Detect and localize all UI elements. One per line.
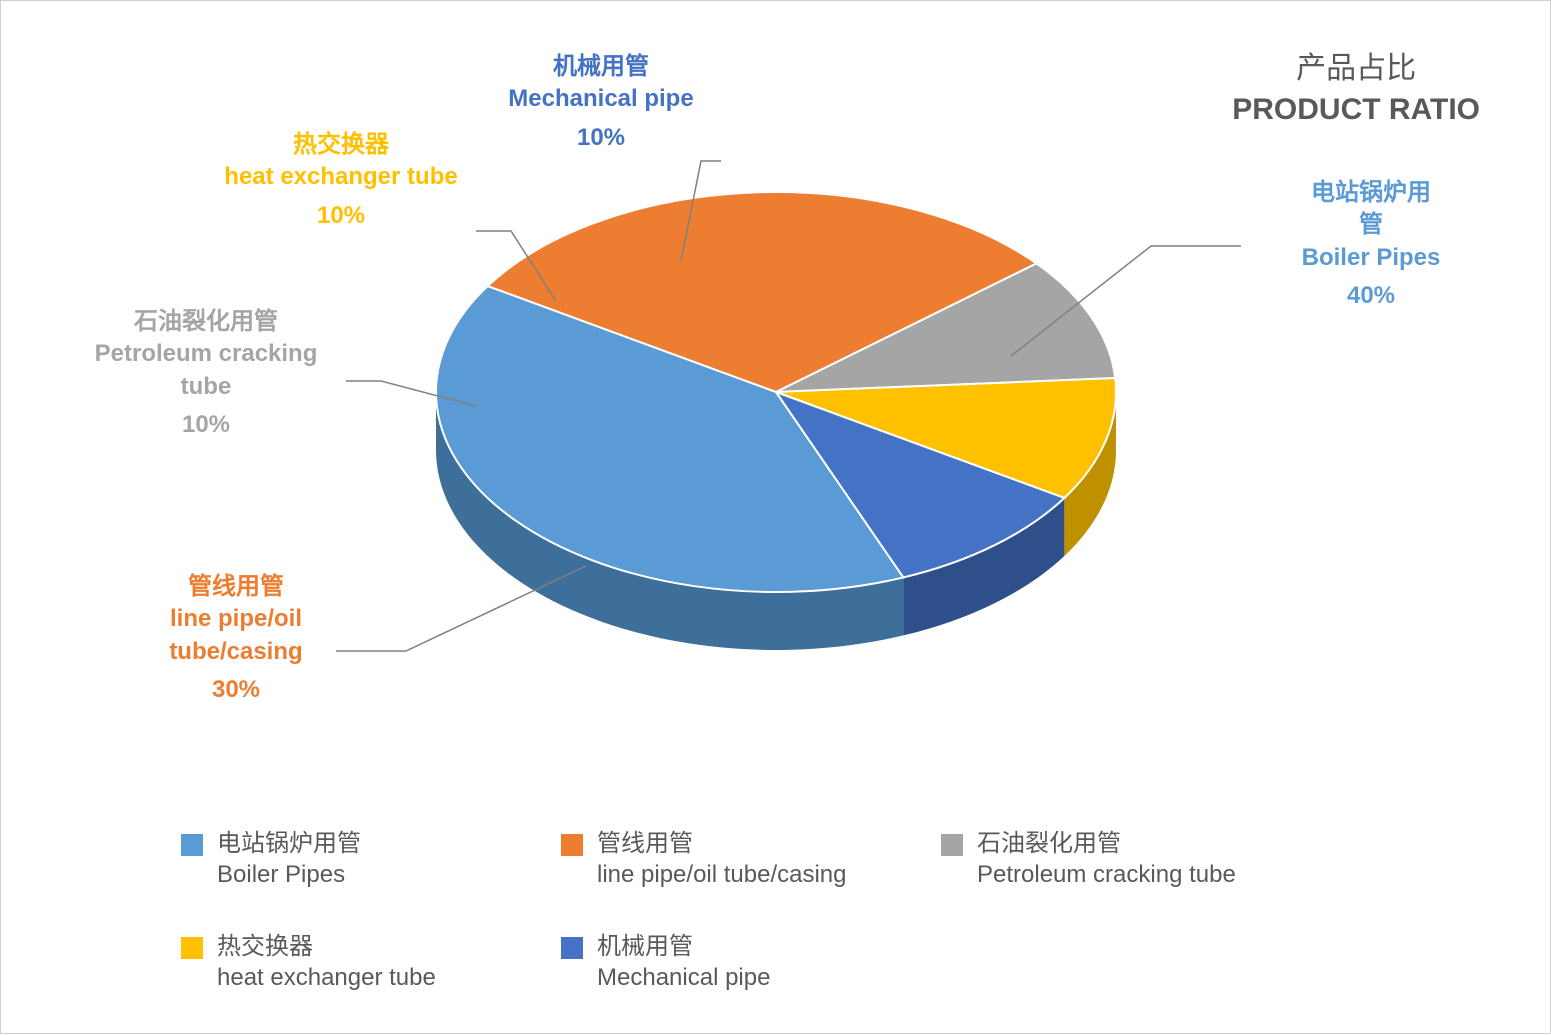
legend: 电站锅炉用管Boiler Pipes 管线用管line pipe/oil tube…: [181, 828, 1370, 993]
legend-item-boiler: 电站锅炉用管Boiler Pipes: [181, 828, 521, 890]
legend-cn: 热交换器: [217, 931, 436, 962]
legend-text: 石油裂化用管Petroleum cracking tube: [977, 828, 1236, 890]
legend-en: Mechanical pipe: [597, 962, 770, 993]
slice-label-cn: 石油裂化用管: [61, 306, 351, 338]
slice-label-pct: 10%: [61, 409, 351, 441]
pie-3d: [416, 172, 1136, 670]
legend-cn: 石油裂化用管: [977, 828, 1236, 859]
slice-label-en: heat exchanger tube: [191, 161, 491, 193]
slice-label-pct: 40%: [1241, 280, 1501, 312]
slice-label-cn: 电站锅炉用 管: [1241, 177, 1501, 242]
legend-text: 热交换器heat exchanger tube: [217, 931, 436, 993]
slice-label-pct: 10%: [191, 200, 491, 232]
legend-item-mech: 机械用管Mechanical pipe: [561, 931, 901, 993]
legend-text: 管线用管line pipe/oil tube/casing: [597, 828, 847, 890]
legend-swatch: [941, 834, 963, 856]
legend-en: Boiler Pipes: [217, 859, 361, 890]
legend-item-cracking: 石油裂化用管Petroleum cracking tube: [941, 828, 1281, 890]
legend-text: 电站锅炉用管Boiler Pipes: [217, 828, 361, 890]
legend-en: line pipe/oil tube/casing: [597, 859, 847, 890]
product-ratio-chart: 产品占比 PRODUCT RATIO 电站锅炉用 管Boiler Pipes40…: [1, 1, 1550, 1033]
legend-swatch: [561, 834, 583, 856]
legend-en: Petroleum cracking tube: [977, 859, 1236, 890]
pie-wrap: [416, 172, 1136, 670]
legend-cn: 管线用管: [597, 828, 847, 859]
chart-title-en: PRODUCT RATIO: [1232, 90, 1480, 131]
slice-label-mech: 机械用管Mechanical pipe 10%: [471, 51, 731, 154]
slice-label-boiler: 电站锅炉用 管Boiler Pipes 40%: [1241, 177, 1501, 313]
slice-label-en: Boiler Pipes: [1241, 242, 1501, 274]
slice-label-en: Mechanical pipe: [471, 83, 731, 115]
slice-label-en: line pipe/oil tube/casing: [121, 603, 351, 668]
slice-label-hex: 热交换器heat exchanger tube 10%: [191, 129, 491, 232]
legend-item-hex: 热交换器heat exchanger tube: [181, 931, 521, 993]
slice-label-en: Petroleum cracking tube: [61, 338, 351, 403]
chart-title: 产品占比 PRODUCT RATIO: [1232, 49, 1480, 130]
slice-label-pct: 10%: [471, 122, 731, 154]
legend-cn: 机械用管: [597, 931, 770, 962]
slice-label-cn: 机械用管: [471, 51, 731, 83]
legend-swatch: [561, 937, 583, 959]
slice-label-pct: 30%: [121, 674, 351, 706]
slice-label-cn: 热交换器: [191, 129, 491, 161]
slice-label-cn: 管线用管: [121, 571, 351, 603]
legend-item-linepipe: 管线用管line pipe/oil tube/casing: [561, 828, 901, 890]
legend-text: 机械用管Mechanical pipe: [597, 931, 770, 993]
legend-en: heat exchanger tube: [217, 962, 436, 993]
chart-title-cn: 产品占比: [1232, 49, 1480, 90]
legend-swatch: [181, 937, 203, 959]
legend-cn: 电站锅炉用管: [217, 828, 361, 859]
legend-swatch: [181, 834, 203, 856]
slice-label-linepipe: 管线用管line pipe/oil tube/casing 30%: [121, 571, 351, 707]
slice-label-cracking: 石油裂化用管Petroleum cracking tube 10%: [61, 306, 351, 442]
